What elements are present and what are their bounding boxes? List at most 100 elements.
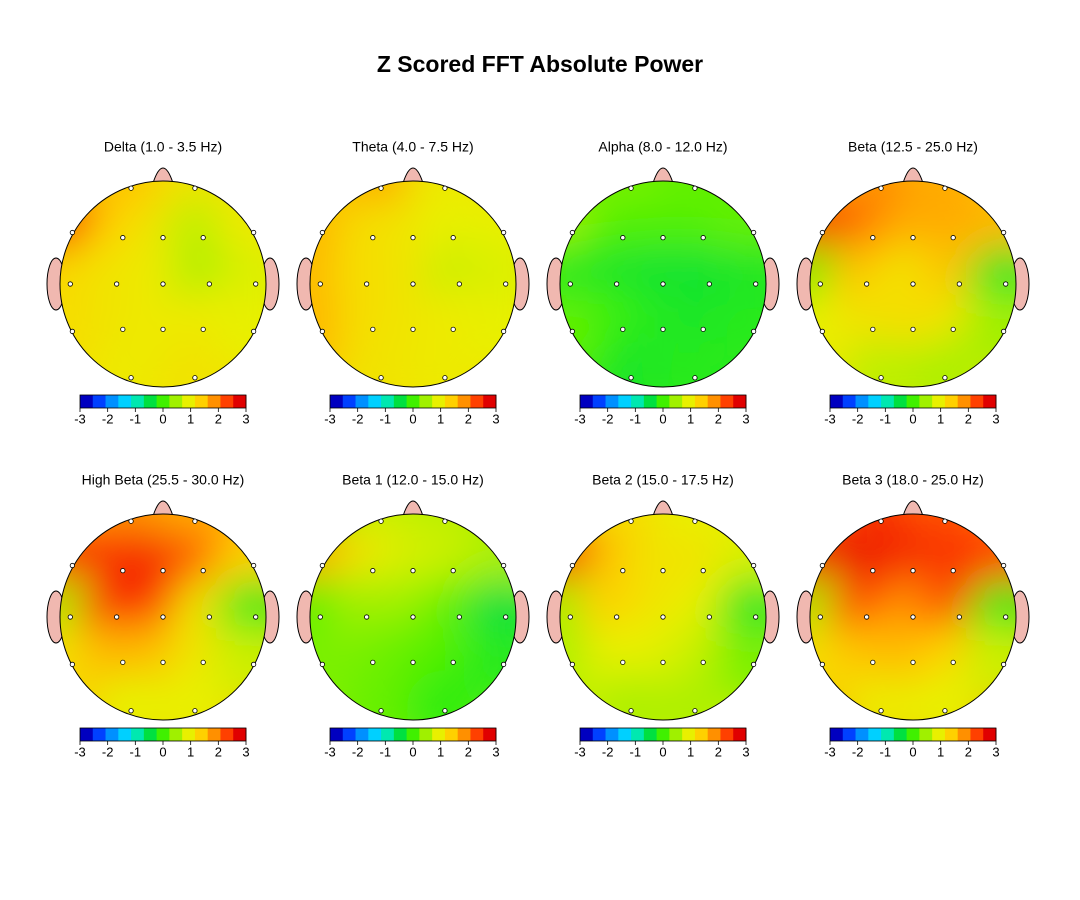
electrode [956, 614, 962, 620]
colorbar-segment [906, 728, 920, 741]
colorbar-segment [868, 728, 882, 741]
colorbar-segment [342, 728, 357, 741]
colorbar-segment [131, 395, 145, 408]
head-map [310, 514, 516, 720]
electrode [1001, 562, 1007, 569]
electrode [450, 326, 456, 332]
electrode [700, 326, 706, 332]
map-title: High Beta (25.5 - 30.0 Hz) [82, 472, 245, 488]
electrode [450, 568, 456, 574]
colorbar-segment [143, 728, 158, 741]
colorbar-segment [432, 728, 446, 741]
electrode [1001, 661, 1007, 667]
colorbar-segment [393, 395, 408, 408]
electrode [128, 708, 134, 714]
figure-title: Z Scored FFT Absolute Power [377, 51, 703, 77]
colorbar-segment [656, 395, 670, 408]
electrode [620, 659, 626, 665]
electrode [817, 614, 823, 620]
colorbar-tick-label: 2 [465, 411, 472, 426]
electrode [450, 235, 456, 241]
electrode [410, 281, 416, 287]
electrode [628, 375, 634, 381]
colorbar-tick-label: 3 [992, 411, 999, 426]
colorbar-tick-label: -2 [102, 744, 114, 759]
electrode [370, 568, 376, 574]
colorbar-segment [233, 728, 247, 741]
electrode [160, 281, 166, 287]
colorbar-tick-label: -1 [130, 744, 142, 759]
colorbar-segment [143, 395, 158, 408]
colorbar-tick-label: -3 [824, 411, 836, 426]
electrode [870, 659, 876, 665]
electrode [692, 708, 698, 714]
colorbar-segment [355, 728, 369, 741]
colorbar-segment [156, 728, 170, 741]
electrode [192, 708, 198, 714]
electrode [1001, 328, 1007, 334]
electrode [503, 614, 509, 620]
electrode [569, 661, 575, 667]
electrode [620, 235, 626, 241]
head-outline [559, 513, 767, 721]
electrode [319, 328, 325, 334]
colorbar-segment [381, 395, 395, 408]
colorbar-tick-label: 0 [159, 744, 166, 759]
colorbar-segment [118, 395, 132, 408]
colorbar-tick-label: 3 [742, 411, 749, 426]
colorbar-segment [444, 728, 459, 741]
colorbar-segment [707, 728, 721, 741]
map-title: Beta 3 (18.0 - 25.0 Hz) [842, 472, 984, 488]
electrode [942, 518, 948, 524]
map-title: Alpha (8.0 - 12.0 Hz) [598, 139, 727, 155]
colorbar-tick-label: 2 [715, 744, 722, 759]
colorbar-segment [342, 395, 357, 408]
map-title: Beta 1 (12.0 - 15.0 Hz) [342, 472, 484, 488]
electrode [120, 659, 126, 665]
colorbar-segment [694, 728, 709, 741]
colorbar-segment [92, 395, 107, 408]
electrode [206, 281, 212, 287]
electrode [192, 518, 198, 524]
electrode [120, 326, 126, 332]
colorbar-segment [470, 728, 484, 741]
electrode [956, 281, 962, 287]
head-outline [559, 180, 767, 388]
colorbar-tick-label: -2 [102, 411, 114, 426]
colorbar-segment [932, 395, 946, 408]
electrode [706, 281, 712, 287]
electrode [370, 326, 376, 332]
electrode [870, 568, 876, 574]
colorbar-segment [830, 395, 844, 408]
electrode [410, 235, 416, 241]
map-title: Delta (1.0 - 3.5 Hz) [104, 139, 222, 155]
electrode [67, 614, 73, 620]
electrode [628, 518, 634, 524]
electrode [69, 229, 75, 236]
electrode [692, 518, 698, 524]
electrode [569, 229, 575, 236]
electrode [660, 326, 666, 332]
electrode [501, 328, 507, 334]
colorbar-segment [105, 395, 119, 408]
electrode [878, 185, 884, 191]
colorbar-tick-label: -2 [352, 411, 364, 426]
electrode [620, 326, 626, 332]
electrode [378, 185, 384, 191]
colorbar-segment [944, 728, 959, 741]
electrode [501, 562, 507, 569]
colorbar-segment [970, 395, 984, 408]
electrode [378, 518, 384, 524]
colorbar-segment [233, 395, 247, 408]
colorbar-segment [419, 395, 433, 408]
colorbar-segment [457, 395, 471, 408]
electrode [706, 614, 712, 620]
colorbar-tick-label: 3 [242, 744, 249, 759]
colorbar-tick-label: -2 [602, 744, 614, 759]
electrode [160, 659, 166, 665]
colorbar-segment [605, 728, 619, 741]
colorbar-segment [592, 728, 607, 741]
electrode [942, 185, 948, 191]
electrode [442, 708, 448, 714]
electrode [410, 326, 416, 332]
